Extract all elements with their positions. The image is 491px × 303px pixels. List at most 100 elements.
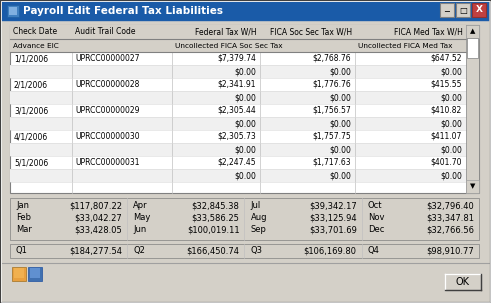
Bar bbox=[14, 268, 24, 278]
Bar bbox=[30, 268, 40, 278]
Text: OK: OK bbox=[456, 277, 470, 287]
Text: $0.00: $0.00 bbox=[234, 171, 256, 180]
Bar bbox=[445, 274, 481, 290]
Text: $106,169.80: $106,169.80 bbox=[304, 247, 357, 255]
Bar bbox=[7, 5, 19, 17]
Text: Feb: Feb bbox=[16, 214, 31, 222]
Text: $410.82: $410.82 bbox=[431, 106, 462, 115]
Bar bbox=[10, 198, 479, 240]
Text: $415.55: $415.55 bbox=[431, 80, 462, 89]
Text: X: X bbox=[475, 5, 483, 15]
Bar bbox=[467, 38, 478, 58]
Text: 5/1/2006: 5/1/2006 bbox=[14, 158, 48, 167]
Bar bbox=[2, 263, 489, 301]
Text: UPRCC00000029: UPRCC00000029 bbox=[75, 106, 139, 115]
Text: $33,347.81: $33,347.81 bbox=[426, 214, 474, 222]
Text: $647.52: $647.52 bbox=[431, 54, 462, 63]
Text: $100,019.11: $100,019.11 bbox=[187, 225, 240, 235]
Text: Sep: Sep bbox=[250, 225, 267, 235]
Text: Jan: Jan bbox=[16, 201, 29, 211]
Text: $0.00: $0.00 bbox=[329, 93, 351, 102]
Text: ▼: ▼ bbox=[470, 184, 475, 189]
Bar bbox=[28, 267, 42, 281]
Text: Q2: Q2 bbox=[133, 247, 145, 255]
Text: $401.70: $401.70 bbox=[431, 158, 462, 167]
Text: 3/1/2006: 3/1/2006 bbox=[14, 106, 48, 115]
Text: $411.07: $411.07 bbox=[431, 132, 462, 141]
Text: $33,701.69: $33,701.69 bbox=[309, 225, 357, 235]
Bar bbox=[10, 244, 479, 258]
Text: Q1: Q1 bbox=[16, 247, 28, 255]
Text: UPRCC00000031: UPRCC00000031 bbox=[75, 158, 139, 167]
Text: $0.00: $0.00 bbox=[440, 145, 462, 154]
Bar bbox=[456, 3, 470, 17]
Text: Apr: Apr bbox=[133, 201, 148, 211]
Text: FICA Med Tax W/H: FICA Med Tax W/H bbox=[394, 28, 463, 36]
Text: Mar: Mar bbox=[16, 225, 32, 235]
Text: Audit Trail Code: Audit Trail Code bbox=[75, 28, 136, 36]
Text: $2,341.91: $2,341.91 bbox=[218, 80, 256, 89]
Text: $1,776.76: $1,776.76 bbox=[312, 80, 351, 89]
Text: UPRCC00000030: UPRCC00000030 bbox=[75, 132, 139, 141]
Bar bbox=[10, 25, 466, 39]
Text: 4/1/2006: 4/1/2006 bbox=[14, 132, 48, 141]
Text: Oct: Oct bbox=[368, 201, 382, 211]
Text: $1,717.63: $1,717.63 bbox=[312, 158, 351, 167]
Text: Uncollected FICA Med Tax: Uncollected FICA Med Tax bbox=[358, 42, 453, 48]
Text: UPRCC00000028: UPRCC00000028 bbox=[75, 80, 139, 89]
Bar bbox=[12, 267, 26, 281]
Text: $0.00: $0.00 bbox=[329, 119, 351, 128]
Text: $0.00: $0.00 bbox=[440, 119, 462, 128]
Text: FICA Soc Sec Tax W/H: FICA Soc Sec Tax W/H bbox=[270, 28, 352, 36]
Text: $0.00: $0.00 bbox=[440, 93, 462, 102]
Text: $2,305.73: $2,305.73 bbox=[217, 132, 256, 141]
Text: Q3: Q3 bbox=[250, 247, 263, 255]
Bar bbox=[10, 169, 466, 182]
Text: Payroll Edit Federal Tax Liabilities: Payroll Edit Federal Tax Liabilities bbox=[23, 6, 223, 16]
Bar bbox=[440, 3, 454, 17]
Bar bbox=[10, 39, 466, 52]
Text: Advance EIC: Advance EIC bbox=[13, 42, 59, 48]
Text: $32,796.40: $32,796.40 bbox=[426, 201, 474, 211]
Text: $98,910.77: $98,910.77 bbox=[426, 247, 474, 255]
Text: □: □ bbox=[459, 5, 467, 15]
Text: Dec: Dec bbox=[368, 225, 384, 235]
Bar bbox=[466, 25, 479, 193]
Bar bbox=[10, 25, 479, 193]
Text: $117,807.22: $117,807.22 bbox=[69, 201, 122, 211]
Text: $7,379.74: $7,379.74 bbox=[217, 54, 256, 63]
Text: ▲: ▲ bbox=[470, 28, 475, 35]
Text: _: _ bbox=[444, 2, 449, 12]
Text: $32,766.56: $32,766.56 bbox=[426, 225, 474, 235]
Text: $166,450.74: $166,450.74 bbox=[187, 247, 240, 255]
Text: $2,305.44: $2,305.44 bbox=[217, 106, 256, 115]
Text: $0.00: $0.00 bbox=[234, 93, 256, 102]
Text: $33,586.25: $33,586.25 bbox=[191, 214, 240, 222]
Text: $0.00: $0.00 bbox=[329, 171, 351, 180]
Text: Jul: Jul bbox=[250, 201, 261, 211]
Bar bbox=[466, 180, 479, 193]
Bar bbox=[466, 25, 479, 38]
Bar bbox=[2, 2, 489, 21]
Bar bbox=[10, 65, 466, 78]
Text: Check Date: Check Date bbox=[13, 28, 57, 36]
Text: Federal Tax W/H: Federal Tax W/H bbox=[195, 28, 257, 36]
Text: 1/1/2006: 1/1/2006 bbox=[14, 54, 48, 63]
Text: Uncollected FICA Soc Sec Tax: Uncollected FICA Soc Sec Tax bbox=[175, 42, 283, 48]
Text: $184,277.54: $184,277.54 bbox=[69, 247, 122, 255]
Bar bbox=[9, 7, 17, 15]
Text: $1,756.57: $1,756.57 bbox=[312, 106, 351, 115]
Text: $33,125.94: $33,125.94 bbox=[309, 214, 357, 222]
Text: $0.00: $0.00 bbox=[234, 119, 256, 128]
Bar bbox=[10, 143, 466, 156]
Text: $2,768.76: $2,768.76 bbox=[312, 54, 351, 63]
Text: $33,428.05: $33,428.05 bbox=[75, 225, 122, 235]
Bar bbox=[10, 91, 466, 104]
Text: $2,247.45: $2,247.45 bbox=[218, 158, 256, 167]
Text: UPRCC00000027: UPRCC00000027 bbox=[75, 54, 139, 63]
Text: $0.00: $0.00 bbox=[440, 171, 462, 180]
Bar bbox=[10, 117, 466, 130]
Text: Q4: Q4 bbox=[368, 247, 380, 255]
Bar bbox=[472, 3, 486, 17]
Text: Nov: Nov bbox=[368, 214, 384, 222]
